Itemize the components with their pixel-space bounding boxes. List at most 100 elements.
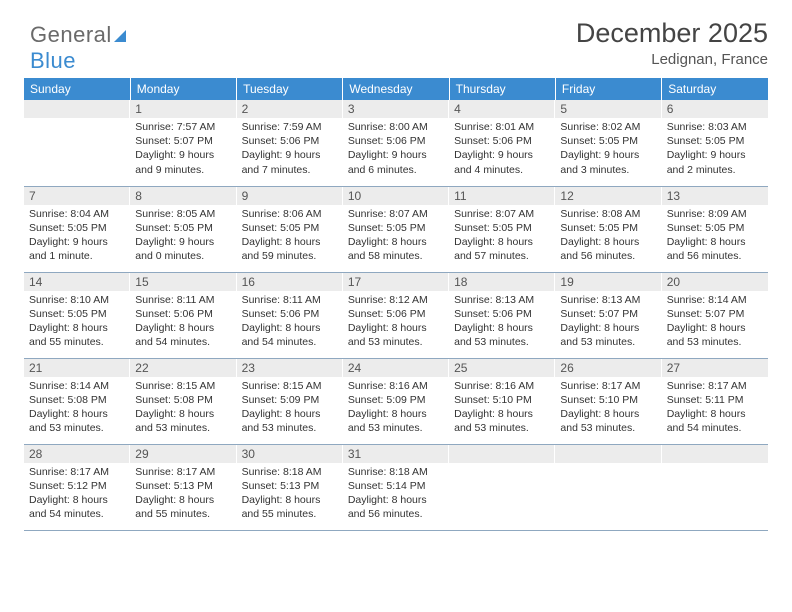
day-number: 30	[237, 445, 343, 463]
calendar-day-cell: 19Sunrise: 8:13 AMSunset: 5:07 PMDayligh…	[555, 272, 661, 358]
calendar-day-cell	[662, 444, 768, 530]
calendar-day-cell: 17Sunrise: 8:12 AMSunset: 5:06 PMDayligh…	[343, 272, 449, 358]
day-info: Sunrise: 8:17 AMSunset: 5:13 PMDaylight:…	[130, 463, 236, 526]
day-number-empty	[24, 100, 130, 118]
calendar-day-cell	[555, 444, 661, 530]
weekday-header: Tuesday	[237, 78, 343, 100]
brand-name-2: Blue	[30, 48, 76, 73]
calendar-day-cell: 24Sunrise: 8:16 AMSunset: 5:09 PMDayligh…	[343, 358, 449, 444]
day-number: 14	[24, 273, 130, 291]
day-info: Sunrise: 8:17 AMSunset: 5:11 PMDaylight:…	[662, 377, 768, 440]
weekday-header: Thursday	[449, 78, 555, 100]
day-number: 20	[662, 273, 768, 291]
calendar-day-cell: 14Sunrise: 8:10 AMSunset: 5:05 PMDayligh…	[24, 272, 130, 358]
day-number: 22	[130, 359, 236, 377]
day-info: Sunrise: 8:04 AMSunset: 5:05 PMDaylight:…	[24, 205, 130, 268]
calendar-location: Ledignan, France	[24, 51, 768, 68]
calendar-title: December 2025	[24, 18, 768, 49]
day-info: Sunrise: 8:08 AMSunset: 5:05 PMDaylight:…	[555, 205, 661, 268]
calendar-day-cell: 30Sunrise: 8:18 AMSunset: 5:13 PMDayligh…	[237, 444, 343, 530]
day-number: 26	[555, 359, 661, 377]
weekday-header: Saturday	[662, 78, 768, 100]
day-info: Sunrise: 8:03 AMSunset: 5:05 PMDaylight:…	[662, 118, 768, 181]
day-number: 24	[343, 359, 449, 377]
calendar-day-cell: 11Sunrise: 8:07 AMSunset: 5:05 PMDayligh…	[449, 186, 555, 272]
day-number: 13	[662, 187, 768, 205]
day-number: 17	[343, 273, 449, 291]
day-info: Sunrise: 8:09 AMSunset: 5:05 PMDaylight:…	[662, 205, 768, 268]
day-info: Sunrise: 8:13 AMSunset: 5:06 PMDaylight:…	[449, 291, 555, 354]
day-info: Sunrise: 8:07 AMSunset: 5:05 PMDaylight:…	[343, 205, 449, 268]
brand-logo: General Blue	[30, 22, 130, 74]
calendar-day-cell: 3Sunrise: 8:00 AMSunset: 5:06 PMDaylight…	[343, 100, 449, 186]
calendar-day-cell	[24, 100, 130, 186]
weekday-header: Wednesday	[343, 78, 449, 100]
day-number: 16	[237, 273, 343, 291]
calendar-day-cell: 25Sunrise: 8:16 AMSunset: 5:10 PMDayligh…	[449, 358, 555, 444]
day-info: Sunrise: 8:00 AMSunset: 5:06 PMDaylight:…	[343, 118, 449, 181]
calendar-week-row: 1Sunrise: 7:57 AMSunset: 5:07 PMDaylight…	[24, 100, 768, 186]
day-number: 25	[449, 359, 555, 377]
day-info: Sunrise: 8:02 AMSunset: 5:05 PMDaylight:…	[555, 118, 661, 181]
day-info: Sunrise: 7:59 AMSunset: 5:06 PMDaylight:…	[237, 118, 343, 181]
calendar-day-cell: 10Sunrise: 8:07 AMSunset: 5:05 PMDayligh…	[343, 186, 449, 272]
calendar-day-cell: 2Sunrise: 7:59 AMSunset: 5:06 PMDaylight…	[237, 100, 343, 186]
day-info: Sunrise: 8:07 AMSunset: 5:05 PMDaylight:…	[449, 205, 555, 268]
page-header: December 2025 Ledignan, France	[24, 18, 768, 68]
weekday-header: Friday	[555, 78, 661, 100]
calendar-day-cell: 9Sunrise: 8:06 AMSunset: 5:05 PMDaylight…	[237, 186, 343, 272]
calendar-day-cell	[449, 444, 555, 530]
calendar-day-cell: 21Sunrise: 8:14 AMSunset: 5:08 PMDayligh…	[24, 358, 130, 444]
calendar-day-cell: 8Sunrise: 8:05 AMSunset: 5:05 PMDaylight…	[130, 186, 236, 272]
day-number-empty	[662, 445, 768, 463]
day-info: Sunrise: 8:14 AMSunset: 5:07 PMDaylight:…	[662, 291, 768, 354]
day-info: Sunrise: 8:16 AMSunset: 5:09 PMDaylight:…	[343, 377, 449, 440]
day-number: 9	[237, 187, 343, 205]
calendar-week-row: 7Sunrise: 8:04 AMSunset: 5:05 PMDaylight…	[24, 186, 768, 272]
day-info: Sunrise: 8:18 AMSunset: 5:14 PMDaylight:…	[343, 463, 449, 526]
brand-sail-icon	[112, 28, 130, 44]
calendar-day-cell: 7Sunrise: 8:04 AMSunset: 5:05 PMDaylight…	[24, 186, 130, 272]
day-info: Sunrise: 8:17 AMSunset: 5:10 PMDaylight:…	[555, 377, 661, 440]
calendar-day-cell: 18Sunrise: 8:13 AMSunset: 5:06 PMDayligh…	[449, 272, 555, 358]
day-info: Sunrise: 8:14 AMSunset: 5:08 PMDaylight:…	[24, 377, 130, 440]
calendar-week-row: 21Sunrise: 8:14 AMSunset: 5:08 PMDayligh…	[24, 358, 768, 444]
calendar-day-cell: 20Sunrise: 8:14 AMSunset: 5:07 PMDayligh…	[662, 272, 768, 358]
weekday-header: Sunday	[24, 78, 130, 100]
day-number: 10	[343, 187, 449, 205]
day-number: 19	[555, 273, 661, 291]
day-info: Sunrise: 8:11 AMSunset: 5:06 PMDaylight:…	[237, 291, 343, 354]
weekday-header: Monday	[130, 78, 236, 100]
day-info: Sunrise: 8:06 AMSunset: 5:05 PMDaylight:…	[237, 205, 343, 268]
day-info: Sunrise: 8:01 AMSunset: 5:06 PMDaylight:…	[449, 118, 555, 181]
calendar-body: 1Sunrise: 7:57 AMSunset: 5:07 PMDaylight…	[24, 100, 768, 530]
calendar-week-row: 14Sunrise: 8:10 AMSunset: 5:05 PMDayligh…	[24, 272, 768, 358]
day-number: 23	[237, 359, 343, 377]
day-info: Sunrise: 8:15 AMSunset: 5:08 PMDaylight:…	[130, 377, 236, 440]
day-number: 18	[449, 273, 555, 291]
day-number: 5	[555, 100, 661, 118]
day-number: 11	[449, 187, 555, 205]
day-number: 29	[130, 445, 236, 463]
brand-name-1: General	[30, 22, 112, 47]
calendar-table: SundayMondayTuesdayWednesdayThursdayFrid…	[24, 78, 768, 531]
calendar-day-cell: 29Sunrise: 8:17 AMSunset: 5:13 PMDayligh…	[130, 444, 236, 530]
day-number-empty	[555, 445, 661, 463]
day-number: 28	[24, 445, 130, 463]
day-info: Sunrise: 7:57 AMSunset: 5:07 PMDaylight:…	[130, 118, 236, 181]
day-info: Sunrise: 8:12 AMSunset: 5:06 PMDaylight:…	[343, 291, 449, 354]
day-number: 27	[662, 359, 768, 377]
calendar-day-cell: 15Sunrise: 8:11 AMSunset: 5:06 PMDayligh…	[130, 272, 236, 358]
calendar-day-cell: 4Sunrise: 8:01 AMSunset: 5:06 PMDaylight…	[449, 100, 555, 186]
weekday-header-row: SundayMondayTuesdayWednesdayThursdayFrid…	[24, 78, 768, 100]
day-info: Sunrise: 8:10 AMSunset: 5:05 PMDaylight:…	[24, 291, 130, 354]
calendar-day-cell: 28Sunrise: 8:17 AMSunset: 5:12 PMDayligh…	[24, 444, 130, 530]
calendar-day-cell: 31Sunrise: 8:18 AMSunset: 5:14 PMDayligh…	[343, 444, 449, 530]
calendar-day-cell: 13Sunrise: 8:09 AMSunset: 5:05 PMDayligh…	[662, 186, 768, 272]
day-number: 3	[343, 100, 449, 118]
day-number: 15	[130, 273, 236, 291]
calendar-day-cell: 5Sunrise: 8:02 AMSunset: 5:05 PMDaylight…	[555, 100, 661, 186]
day-number: 4	[449, 100, 555, 118]
day-number: 6	[662, 100, 768, 118]
day-info: Sunrise: 8:15 AMSunset: 5:09 PMDaylight:…	[237, 377, 343, 440]
